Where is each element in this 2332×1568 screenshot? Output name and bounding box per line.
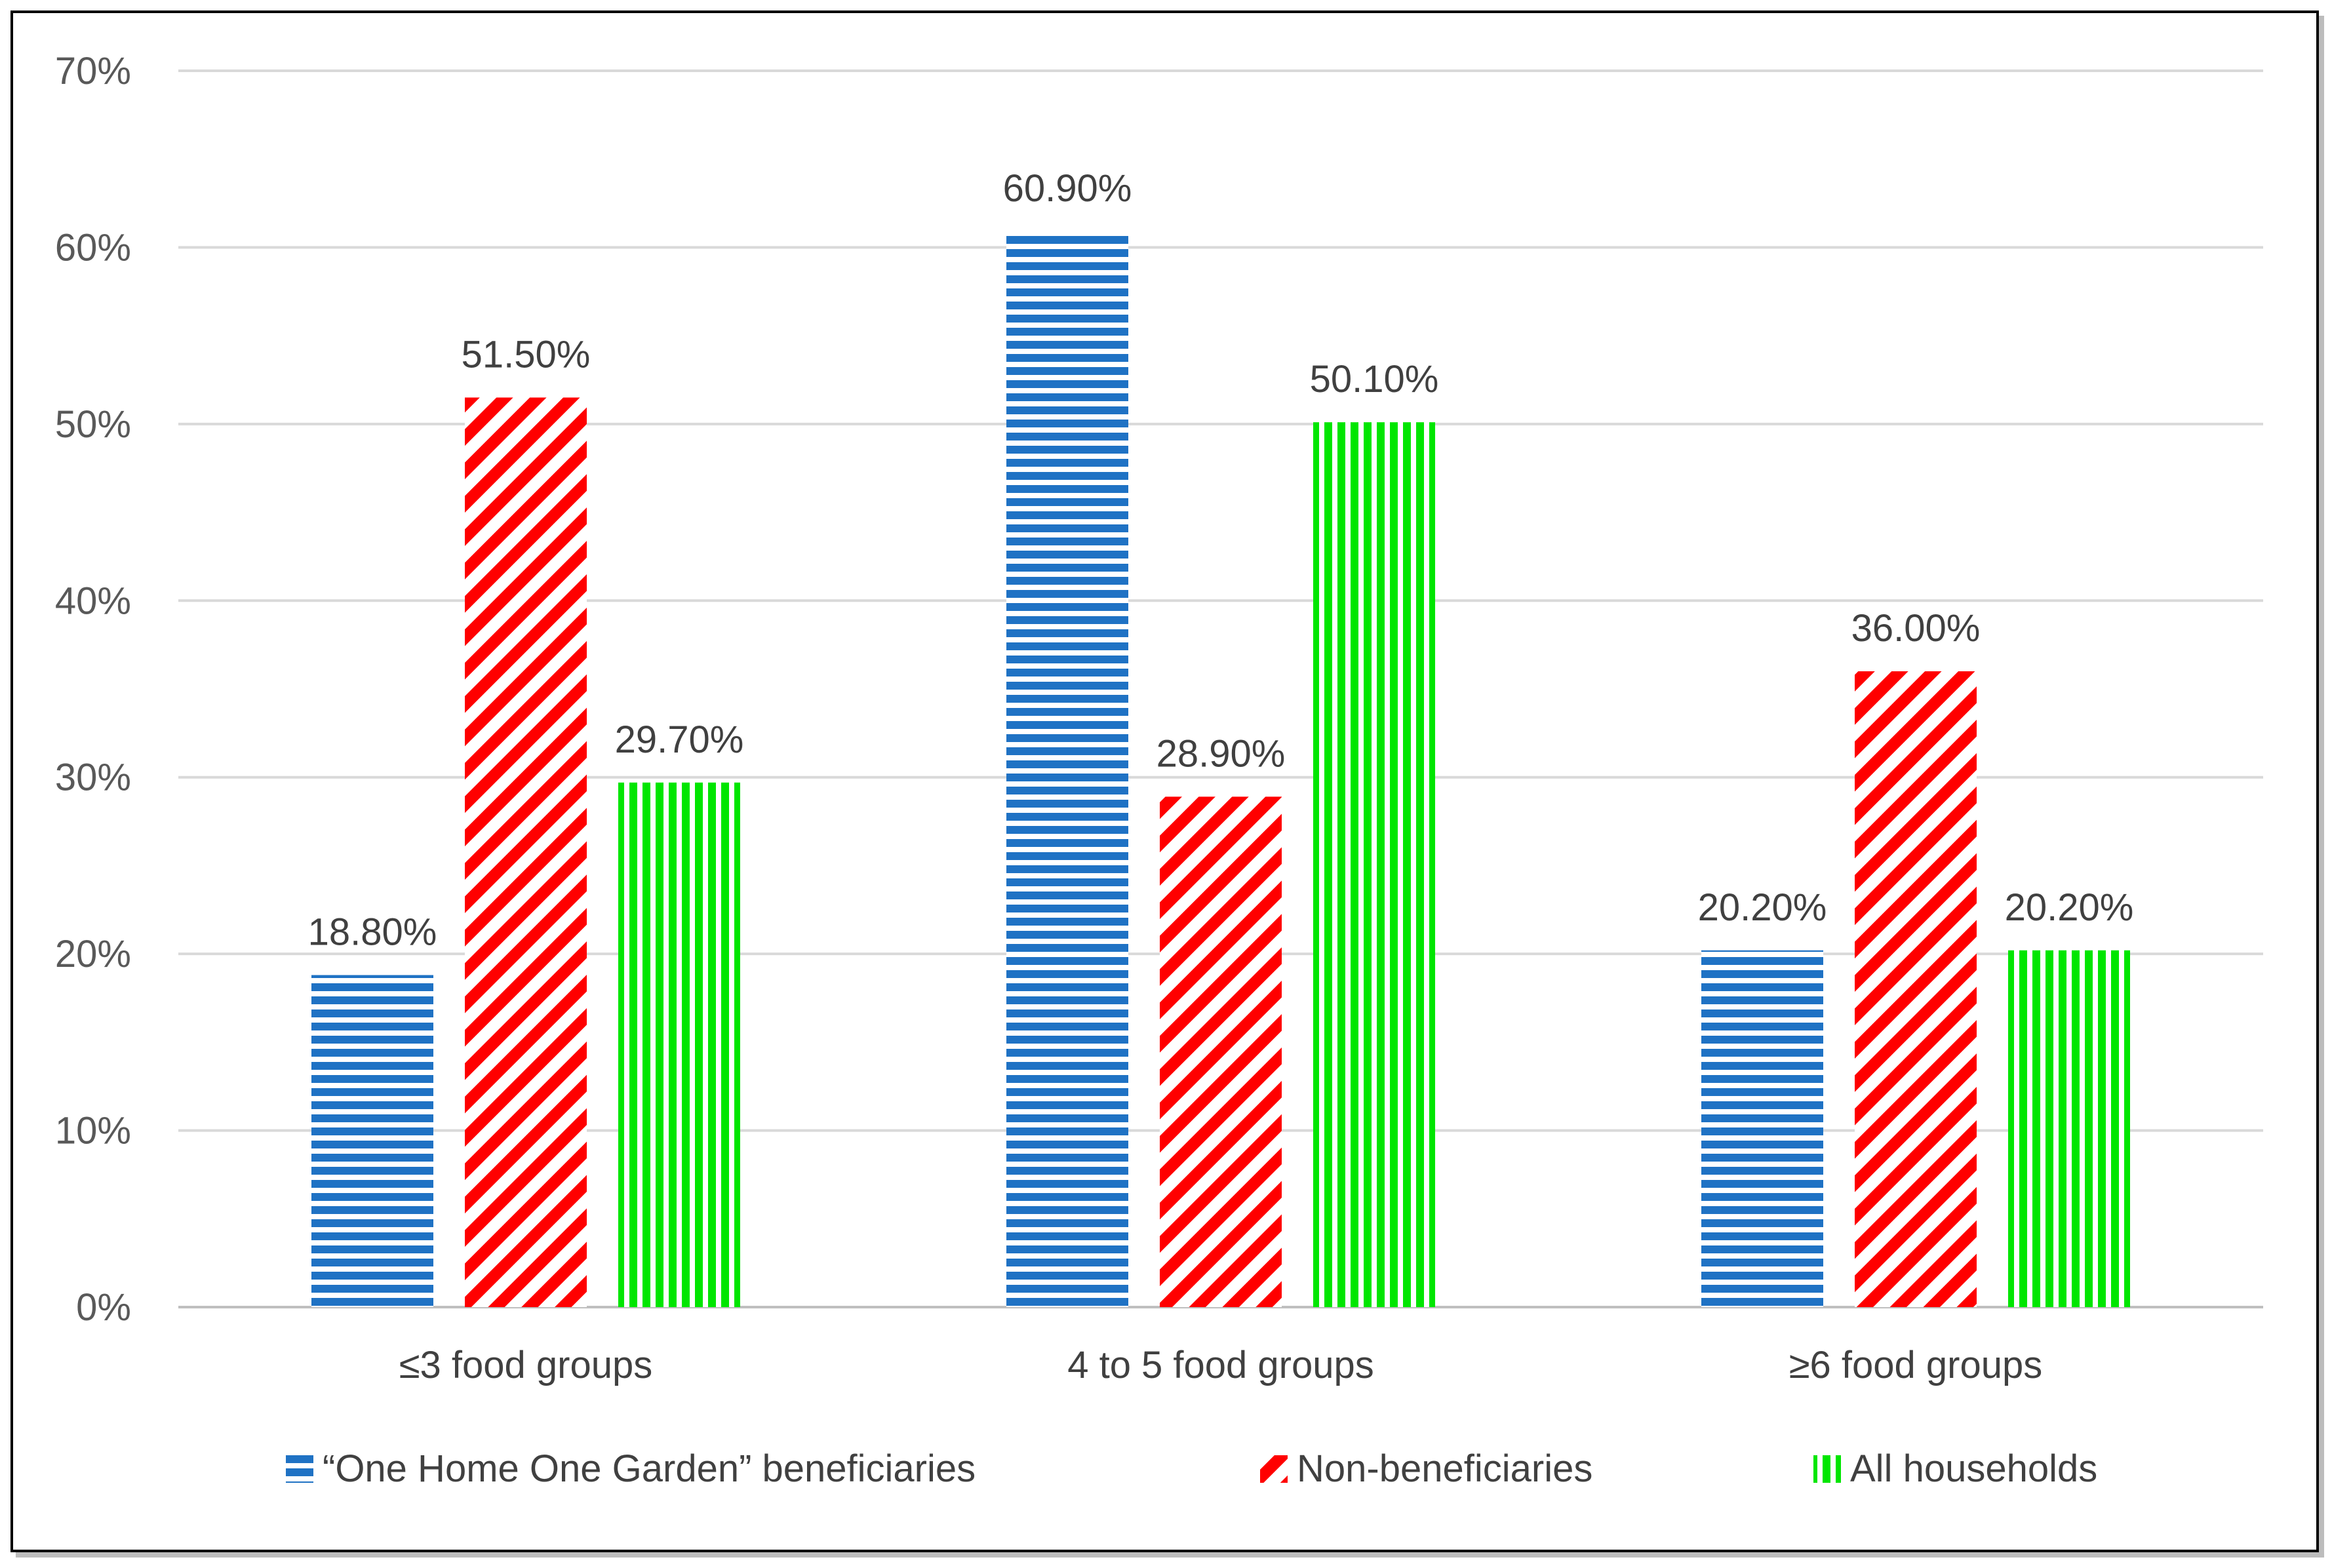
bar-chart: 0% 10% 20% 30% 40% 50% 60% 70% 18.80% 51.50% 29.7… (55, 50, 2263, 1490)
bar (311, 975, 433, 1307)
y-axis-ticks: 0% 10% 20% 30% 40% 50% 60% 70% (55, 50, 131, 1329)
data-label: 20.20% (1698, 886, 1827, 929)
legend: “One Home One Garden” beneficiaries Non-b… (286, 1447, 2097, 1490)
y-tick-label: 30% (55, 756, 131, 799)
bar (1855, 671, 1977, 1307)
data-label: 51.50% (462, 333, 591, 376)
y-tick-label: 20% (55, 933, 131, 975)
y-tick-label: 50% (55, 403, 131, 446)
bar (618, 782, 740, 1307)
bar (1006, 231, 1128, 1308)
y-tick-label: 10% (55, 1110, 131, 1152)
data-label: 50.10% (1310, 358, 1439, 401)
legend-label: “One Home One Garden” beneficiaries (323, 1447, 976, 1490)
x-tick-label: 4 to 5 food groups (1067, 1344, 1374, 1386)
data-label: 28.90% (1156, 732, 1286, 775)
legend-swatch (1260, 1455, 1288, 1483)
x-axis-ticks: ≤3 food groups 4 to 5 food groups ≥6 food … (399, 1344, 2043, 1386)
legend-swatch (1813, 1455, 1841, 1483)
legend-swatch (286, 1455, 313, 1483)
bar (465, 397, 587, 1307)
bar (1160, 796, 1282, 1307)
legend-label: Non-beneficiaries (1297, 1447, 1592, 1490)
y-tick-label: 40% (55, 579, 131, 622)
y-tick-label: 70% (55, 50, 131, 92)
legend-item: “One Home One Garden” beneficiaries (286, 1447, 976, 1490)
legend-label: All households (1850, 1447, 2097, 1490)
data-label: 60.90% (1003, 167, 1132, 210)
data-labels: 18.80% 51.50% 29.70% 60.90% 28.90% 50.10% 20.2… (308, 167, 2134, 953)
y-tick-label: 0% (76, 1286, 131, 1329)
data-label: 20.20% (2005, 886, 2134, 929)
bar (1701, 950, 1823, 1307)
bar (1313, 422, 1435, 1307)
y-tick-label: 60% (55, 226, 131, 269)
legend-item: Non-beneficiaries (1260, 1447, 1592, 1490)
data-label: 29.70% (615, 718, 744, 761)
x-tick-label: ≤3 food groups (399, 1344, 653, 1386)
bar (2008, 950, 2130, 1307)
data-label: 36.00% (1851, 607, 1981, 650)
chart-frame: 0% 10% 20% 30% 40% 50% 60% 70% 18.80% 51.50% 29.7… (10, 10, 2319, 1552)
x-tick-label: ≥6 food groups (1789, 1344, 2043, 1386)
legend-item: All households (1813, 1447, 2097, 1490)
data-label: 18.80% (308, 911, 437, 953)
bars (311, 231, 2130, 1308)
